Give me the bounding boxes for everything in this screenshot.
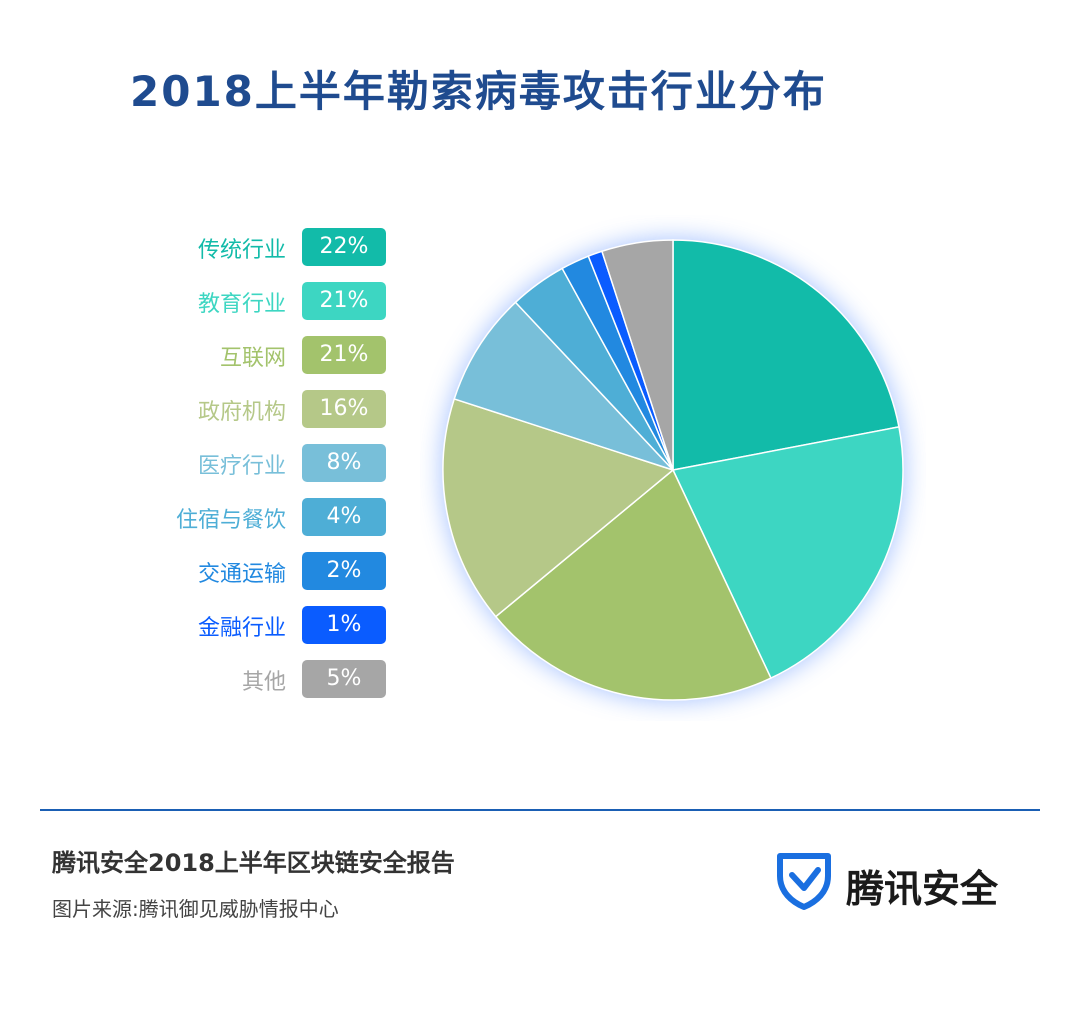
- legend-value-badge: 16%: [302, 390, 386, 428]
- pie-slice: [494, 468, 772, 701]
- legend-item: 住宿与餐饮 4%: [130, 498, 390, 552]
- pie-slice: [600, 239, 674, 471]
- pie-slice: [672, 239, 900, 471]
- legend-label: 交通运输: [197, 562, 286, 587]
- legend-item: 其他 5%: [130, 660, 390, 714]
- legend-label: 政府机构: [197, 400, 286, 425]
- pie-chart: [441, 238, 905, 702]
- legend-value-badge: 21%: [302, 336, 386, 374]
- legend-label: 互联网: [219, 346, 286, 371]
- footer-divider: [40, 809, 1040, 811]
- chart-title: 2018上半年勒索病毒攻击行业分布: [130, 67, 827, 116]
- legend-item: 医疗行业 8%: [130, 444, 390, 498]
- legend-item: 传统行业 22%: [130, 228, 390, 282]
- legend-item: 互联网 21%: [130, 336, 390, 390]
- legend-label: 教育行业: [197, 292, 286, 317]
- pie-slice: [671, 426, 904, 680]
- legend: 传统行业 22% 教育行业 21% 互联网 21% 政府机构 16% 医疗行业 8% 住宿与餐饮 4%…: [130, 228, 390, 714]
- legend-item: 金融行业 1%: [130, 606, 390, 660]
- legend-value-badge: 4%: [302, 498, 386, 536]
- legend-value-badge: 8%: [302, 444, 386, 482]
- image-source: 图片来源:腾讯御见威胁情报中心: [52, 897, 339, 921]
- legend-label: 其他: [241, 670, 286, 695]
- legend-value-badge: 5%: [302, 660, 386, 698]
- legend-item: 交通运输 2%: [130, 552, 390, 606]
- legend-item: 教育行业 21%: [130, 282, 390, 336]
- pie-slice: [453, 301, 674, 471]
- shield-check-icon: [777, 853, 831, 910]
- legend-value-badge: 2%: [302, 552, 386, 590]
- legend-value-badge: 22%: [302, 228, 386, 266]
- pie-slice: [442, 397, 675, 618]
- legend-label: 金融行业: [197, 616, 286, 641]
- legend-label: 传统行业: [197, 238, 286, 263]
- brand-name: 腾讯安全: [846, 867, 999, 911]
- legend-value-badge: 21%: [302, 282, 386, 320]
- brand-logo: 腾讯安全: [776, 850, 1036, 914]
- legend-value-badge: 1%: [302, 606, 386, 644]
- legend-label: 住宿与餐饮: [175, 508, 286, 533]
- report-title: 腾讯安全2018上半年区块链安全报告: [52, 849, 455, 877]
- legend-item: 政府机构 16%: [130, 390, 390, 444]
- legend-label: 医疗行业: [197, 454, 286, 479]
